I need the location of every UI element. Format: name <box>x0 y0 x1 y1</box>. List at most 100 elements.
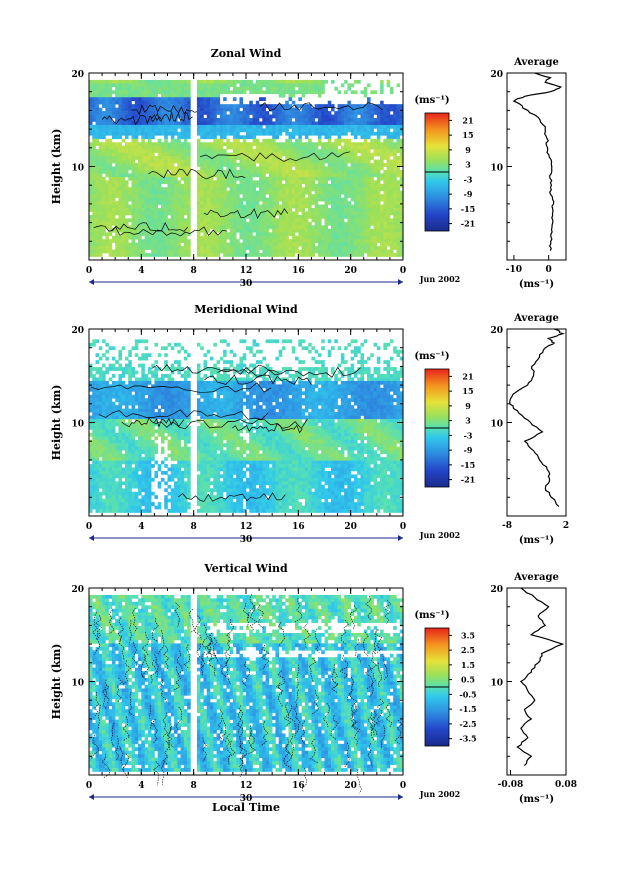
heatmap-cell <box>301 242 306 247</box>
heatmap-cell <box>360 166 365 171</box>
heatmap-cell <box>187 104 191 108</box>
heatmap-cell <box>229 118 234 122</box>
heatmap-cell <box>210 131 214 136</box>
heatmap-cell <box>111 211 116 216</box>
heatmap-cell <box>121 138 126 143</box>
heatmap-cell <box>357 187 361 192</box>
heatmap-cell <box>164 239 168 243</box>
heatmap-cell <box>262 159 266 164</box>
heatmap-cell <box>239 187 244 192</box>
heatmap-cell <box>229 253 234 257</box>
heatmap-cell <box>281 197 286 202</box>
heatmap-cell <box>321 83 325 88</box>
heatmap-cell <box>111 467 116 472</box>
heatmap-cell <box>105 138 109 143</box>
heatmap-cell <box>177 208 181 212</box>
heatmap-cell <box>131 242 136 247</box>
heatmap-cell <box>229 249 234 254</box>
heatmap-cell <box>291 142 296 147</box>
heatmap-cell <box>259 90 263 95</box>
heatmap-cell <box>180 239 185 243</box>
heatmap-cell <box>206 235 211 240</box>
heatmap-cell <box>262 221 266 226</box>
heatmap-cell <box>334 142 338 147</box>
heatmap-cell <box>259 225 263 230</box>
heatmap-cell <box>174 145 178 150</box>
heatmap-cell <box>242 225 247 230</box>
heatmap-cell <box>363 124 368 129</box>
heatmap-cell <box>304 253 309 257</box>
heatmap-cell <box>111 249 116 254</box>
heatmap-cell <box>134 253 139 257</box>
heatmap-cell <box>92 495 96 499</box>
heatmap-cell <box>350 131 355 136</box>
heatmap-cell <box>324 246 329 250</box>
heatmap-cell <box>147 180 152 185</box>
heatmap-cell <box>118 484 123 489</box>
heatmap-cell <box>219 208 224 212</box>
heatmap-cell <box>95 401 100 406</box>
heatmap-cell <box>105 156 109 160</box>
heatmap-cell <box>380 156 384 160</box>
heatmap-cell <box>144 201 149 205</box>
heatmap-cell <box>363 93 368 98</box>
day-label: 30 <box>240 279 253 289</box>
heatmap-cell <box>105 163 109 167</box>
heatmap-cell <box>278 121 283 126</box>
heatmap-cell <box>347 190 351 195</box>
heatmap-cell <box>337 190 342 195</box>
heatmap-cell <box>285 79 289 84</box>
heatmap-cell <box>95 124 100 129</box>
heatmap-cell <box>393 145 397 150</box>
heatmap-cell <box>389 187 394 192</box>
heatmap-cell <box>183 124 188 129</box>
heatmap-cell <box>324 232 329 237</box>
heatmap-cell <box>373 239 378 243</box>
heatmap-cell <box>344 253 348 257</box>
heatmap-cell <box>92 387 96 392</box>
heatmap-cell <box>363 149 368 153</box>
heatmap-cell <box>255 86 260 91</box>
heatmap-cell <box>141 93 145 98</box>
heatmap-cell <box>255 197 260 202</box>
heatmap-cell <box>147 187 152 192</box>
heatmap-cell <box>353 104 358 108</box>
heatmap-cell <box>380 100 384 105</box>
heatmap-cell <box>340 228 345 233</box>
heatmap-cell <box>154 249 158 254</box>
heatmap-cell <box>357 180 361 185</box>
heatmap-cell <box>124 356 129 361</box>
heatmap-cell <box>167 163 172 167</box>
heatmap-cell <box>200 169 204 174</box>
heatmap-cell <box>347 83 351 88</box>
heatmap-cell <box>295 152 299 157</box>
heatmap-cell <box>124 239 129 243</box>
heatmap-cell <box>115 391 119 396</box>
heatmap-cell <box>167 90 172 95</box>
heatmap-cell <box>331 79 335 84</box>
heatmap-cell <box>174 214 178 219</box>
heatmap-cell <box>265 86 270 91</box>
heatmap-cell <box>399 246 404 250</box>
heatmap-cell <box>170 246 175 250</box>
heatmap-cell <box>115 436 119 441</box>
heatmap-cell <box>255 107 260 112</box>
heatmap-cell <box>380 253 384 257</box>
heatmap-cell <box>311 180 315 185</box>
heatmap-cell <box>121 460 126 465</box>
heatmap-cell <box>180 152 185 157</box>
heatmap-cell <box>393 194 397 198</box>
heatmap-cell <box>105 118 109 122</box>
heatmap-cell <box>89 142 93 147</box>
heatmap-cell <box>242 221 247 226</box>
heatmap-cell <box>89 450 93 454</box>
heatmap-cell <box>334 114 338 119</box>
heatmap-cell <box>383 235 387 240</box>
heatmap-cell <box>170 190 175 195</box>
heatmap-cell <box>147 90 152 95</box>
heatmap-cell <box>105 484 109 489</box>
heatmap-cell <box>92 367 96 371</box>
heatmap-cell <box>357 190 361 195</box>
heatmap-cell <box>118 131 123 136</box>
